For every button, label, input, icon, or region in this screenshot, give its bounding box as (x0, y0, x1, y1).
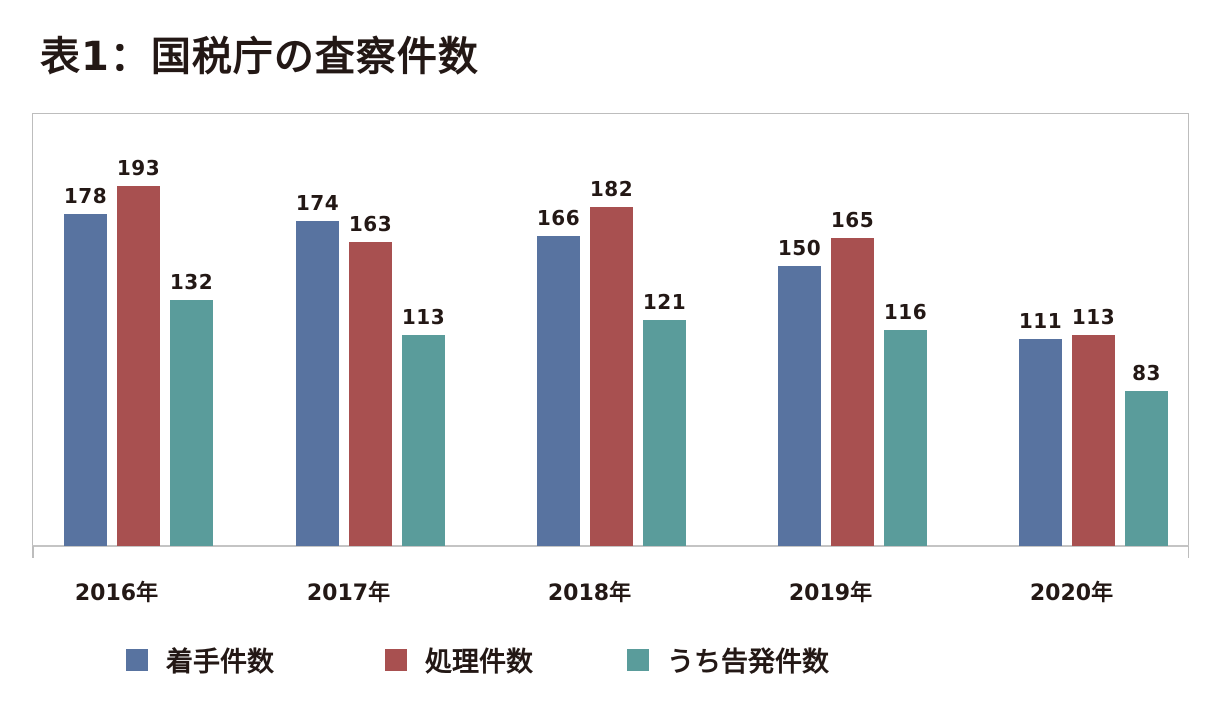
data-label: 113 (401, 305, 446, 330)
data-label: 166 (536, 206, 581, 231)
data-label: 150 (777, 236, 822, 261)
data-label: 178 (63, 183, 108, 208)
bar (643, 320, 686, 546)
data-label: 193 (116, 156, 161, 180)
bar (117, 186, 160, 546)
data-label: 116 (883, 299, 928, 324)
data-label: 132 (169, 269, 214, 294)
bar (402, 335, 445, 546)
data-label: 83 (1132, 361, 1161, 386)
legend: 着手件数 処理件数 うち告発件数 (0, 640, 1218, 679)
legend-label: 処理件数 (425, 647, 533, 678)
x-axis-line (32, 545, 1189, 547)
data-label: 174 (295, 191, 340, 216)
bar (349, 241, 392, 546)
bar (170, 299, 213, 546)
legend-label: 着手件数 (166, 647, 274, 678)
axis-tick-left (32, 546, 34, 558)
bar (884, 329, 927, 546)
data-label: 121 (642, 290, 687, 315)
data-label: 165 (830, 208, 875, 233)
data-label: 163 (348, 211, 393, 236)
x-axis-category-label: 2018年 (547, 581, 632, 606)
legend-item-kokuhatsu: うち告発件数 (627, 640, 829, 679)
data-label: 182 (589, 176, 634, 201)
x-axis-category-label: 2019年 (788, 581, 873, 606)
bar (296, 221, 339, 546)
legend-label: うち告発件数 (667, 647, 829, 678)
axis-tick-right (1187, 546, 1189, 558)
legend-swatch-icon (627, 648, 649, 671)
bar (831, 238, 874, 546)
legend-item-chakushu: 着手件数 (126, 640, 274, 679)
bar (1125, 391, 1168, 546)
bar (537, 236, 580, 546)
bar (778, 266, 821, 546)
legend-item-shori: 処理件数 (385, 640, 533, 679)
plot-area (32, 113, 1189, 546)
data-label: 111 (1018, 308, 1063, 333)
legend-swatch-icon (385, 648, 407, 671)
bar (1072, 335, 1115, 546)
data-label: 113 (1071, 305, 1116, 330)
x-axis-category-label: 2017年 (306, 581, 391, 606)
legend-swatch-icon (126, 648, 148, 671)
chart-title: 表1：国税庁の査察件数 (40, 34, 479, 80)
x-axis-category-label: 2016年 (74, 581, 159, 606)
bar (64, 213, 107, 546)
bar (1019, 338, 1062, 546)
x-axis-category-label: 2020年 (1029, 581, 1114, 606)
bar (590, 206, 633, 546)
